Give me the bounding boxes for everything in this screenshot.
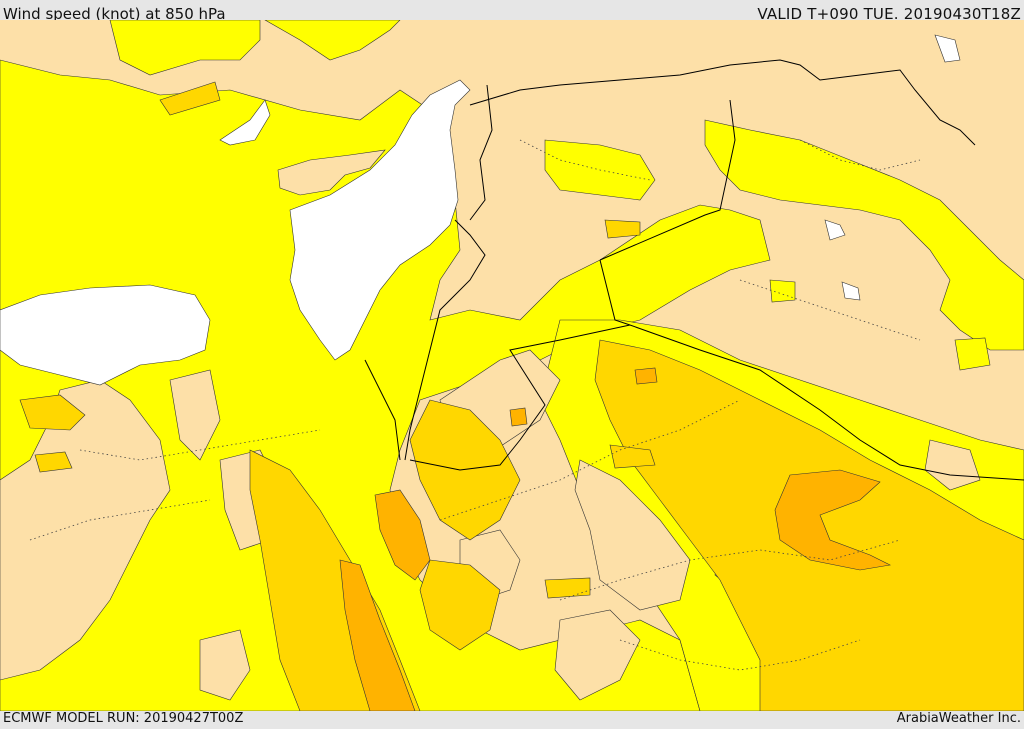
orange-small bbox=[634, 367, 658, 385]
province-lines bbox=[29, 139, 921, 671]
map-canvas bbox=[0, 20, 1024, 711]
border-lebanon bbox=[404, 219, 486, 461]
tan-saudi-3 bbox=[554, 609, 641, 701]
tan-east bbox=[924, 439, 981, 491]
border-jordan-iraq bbox=[599, 259, 631, 326]
border-syria-west bbox=[469, 84, 493, 221]
lake-east-2 bbox=[841, 281, 861, 301]
tan-egypt-2 bbox=[169, 369, 221, 461]
orange-regions bbox=[339, 367, 891, 711]
lake-east bbox=[824, 219, 846, 241]
yellow-east-blob bbox=[954, 337, 991, 371]
orange-aqaba bbox=[374, 489, 431, 581]
yellow-north-strip bbox=[264, 20, 401, 61]
orange-saudi bbox=[774, 469, 891, 571]
gold-cyprus-near bbox=[159, 81, 221, 116]
cyprus bbox=[277, 149, 386, 196]
credit-text: ArabiaWeather Inc. bbox=[896, 711, 1021, 726]
sea-north bbox=[219, 99, 271, 146]
yellow-east-band bbox=[704, 119, 1024, 351]
valid-time: VALID T+090 TUE. 20190430T18Z bbox=[757, 5, 1021, 23]
border-jordan-saudi bbox=[409, 324, 631, 471]
border-turkey-syria bbox=[469, 59, 976, 146]
border-syria-iraq bbox=[599, 99, 736, 261]
gold-jordan bbox=[409, 399, 521, 541]
mediterranean-south bbox=[0, 284, 211, 386]
yellow-east-2 bbox=[769, 279, 796, 303]
orange-jordan bbox=[509, 407, 528, 427]
gold-saudi-west bbox=[419, 559, 501, 651]
border-saudi-iraq bbox=[629, 324, 1024, 481]
country-borders bbox=[364, 59, 1024, 481]
gold-west-blob bbox=[19, 394, 86, 431]
gold-small-1 bbox=[609, 444, 656, 469]
wind-speed-map bbox=[0, 20, 1024, 711]
tan-saudi bbox=[574, 459, 691, 611]
lake-north bbox=[934, 34, 961, 63]
model-run: ECMWF MODEL RUN: 20190427T00Z bbox=[3, 711, 244, 726]
gold-west-blob-2 bbox=[34, 451, 73, 473]
tan-west-bottom bbox=[199, 629, 251, 701]
yellow-north-strip-2 bbox=[109, 20, 261, 76]
mediterranean-east bbox=[289, 79, 471, 361]
gold-small-2 bbox=[544, 577, 591, 599]
sea-areas bbox=[0, 34, 961, 386]
border-sinai bbox=[364, 359, 401, 461]
orange-redsea bbox=[339, 559, 416, 711]
map-title: Wind speed (knot) at 850 hPa bbox=[3, 5, 226, 23]
gold-north-syria bbox=[604, 219, 641, 239]
